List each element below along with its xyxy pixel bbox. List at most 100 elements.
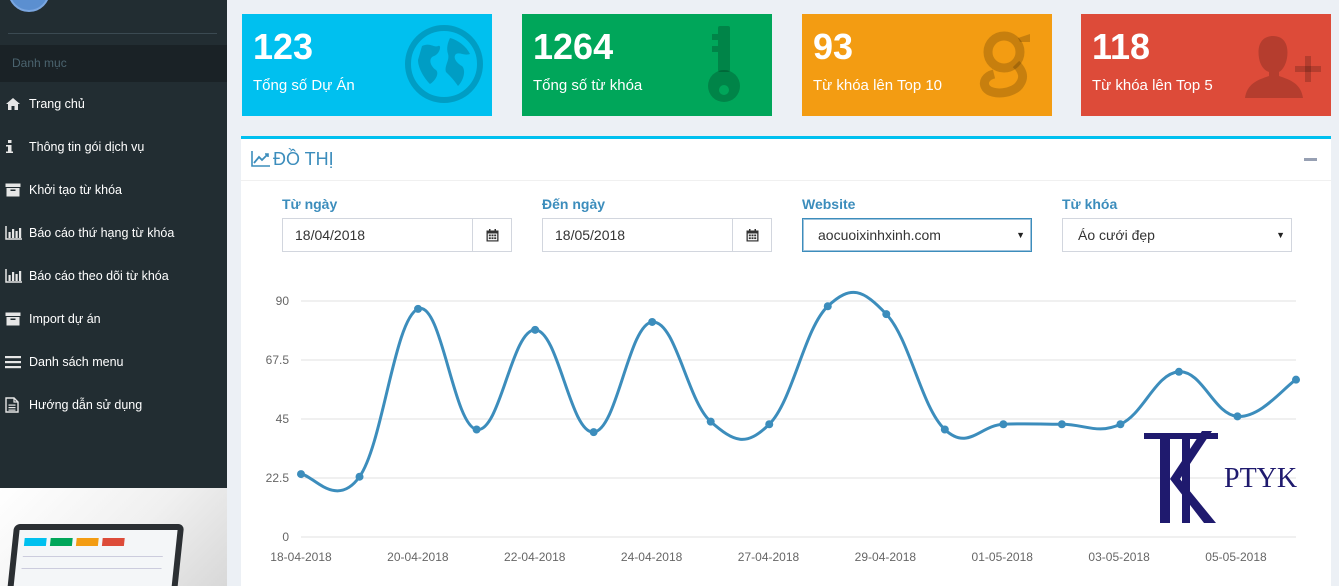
chart-box-title: ĐỒ THỊ — [273, 149, 334, 169]
sidebar-item-user-guide[interactable]: Hướng dẫn sử dụng — [0, 383, 227, 426]
sidebar-item-menu-list[interactable]: Danh sách menu — [0, 340, 227, 383]
x-tick-label: 05-05-2018 — [1205, 550, 1267, 564]
main-content: 123 Tổng số Dự Án 1264 Tổng số từ khóa 9… — [227, 0, 1339, 586]
stat-box-top10[interactable]: 93 Từ khóa lên Top 10 — [802, 14, 1052, 116]
line-chart-icon — [251, 151, 270, 167]
chart-box: ĐỒ THỊ Từ ngày 18/04/2018 Đến ngày 18/05… — [241, 136, 1331, 586]
data-point — [531, 325, 540, 334]
data-point — [765, 420, 774, 429]
data-point — [940, 425, 949, 434]
stat-value: 93 — [813, 26, 854, 67]
data-point — [1233, 412, 1242, 421]
sidebar-item-home[interactable]: Trang chủ — [0, 82, 227, 125]
calendar-icon[interactable] — [472, 219, 511, 251]
archive-icon — [5, 312, 25, 326]
data-point — [355, 472, 364, 481]
sidebar-menu: Trang chủ Thông tin gói dịch vụ Khởi tạo… — [0, 82, 227, 426]
keyword-select[interactable]: Áo cưới đẹp ▼ — [1062, 218, 1292, 252]
series-line — [300, 290, 1297, 493]
sidebar-item-label: Trang chủ — [29, 96, 85, 111]
x-tick-label: 03-05-2018 — [1088, 550, 1150, 564]
stat-value: 118 — [1092, 26, 1151, 67]
data-point — [589, 428, 598, 437]
sidebar-item-label: Hướng dẫn sử dụng — [29, 397, 143, 412]
dropdown-arrow-icon: ▼ — [1276, 230, 1285, 240]
stat-box-keywords[interactable]: 1264 Tổng số từ khóa — [522, 14, 772, 116]
globe-icon — [405, 25, 483, 103]
y-tick-label: 45 — [276, 412, 290, 426]
y-tick-label: 90 — [276, 294, 290, 308]
info-icon — [5, 139, 25, 154]
data-point — [472, 425, 481, 434]
website-label: Website — [802, 196, 856, 212]
sidebar-item-label: Danh sách menu — [29, 354, 124, 369]
stat-box-projects[interactable]: 123 Tổng số Dự Án — [242, 14, 492, 116]
x-tick-label: 22-04-2018 — [504, 550, 566, 564]
user-plus-icon — [1245, 36, 1321, 98]
sidebar-item-create-keyword[interactable]: Khởi tạo từ khóa — [0, 168, 227, 211]
archive-icon — [5, 183, 25, 197]
data-point — [706, 417, 715, 426]
sidebar-item-label: Báo cáo thứ hạng từ khóa — [29, 225, 175, 240]
website-filter: Website aocuoixinhxinh.com ▼ — [802, 192, 1032, 252]
from-date-value: 18/04/2018 — [295, 227, 366, 243]
stat-label: Từ khóa lên Top 10 — [813, 77, 943, 94]
laptop-illustration — [5, 524, 185, 586]
stat-label: Từ khóa lên Top 5 — [1092, 77, 1213, 94]
collapse-button[interactable] — [1301, 149, 1321, 169]
from-date-label: Từ ngày — [282, 196, 338, 212]
sidebar-item-service-info[interactable]: Thông tin gói dịch vụ — [0, 125, 227, 168]
home-icon — [5, 97, 25, 111]
sidebar-item-track-report[interactable]: Báo cáo theo dõi từ khóa — [0, 254, 227, 297]
promo-image — [0, 488, 227, 586]
to-date-input[interactable]: 18/05/2018 — [542, 218, 772, 252]
sidebar-item-import-project[interactable]: Import dự án — [0, 297, 227, 340]
to-date-value: 18/05/2018 — [555, 227, 626, 243]
stat-label: Tổng số từ khóa — [533, 77, 643, 94]
key-icon — [708, 26, 740, 102]
data-point — [999, 420, 1008, 429]
sidebar-item-label: Báo cáo theo dõi từ khóa — [29, 268, 169, 283]
chart-box-header: ĐỒ THỊ — [241, 139, 1331, 181]
from-date-input[interactable]: 18/04/2018 — [282, 218, 512, 252]
x-tick-label: 18-04-2018 — [270, 550, 332, 564]
file-text-icon — [5, 396, 25, 413]
x-tick-label: 27-04-2018 — [738, 550, 800, 564]
list-icon — [5, 355, 25, 369]
from-date-filter: Từ ngày 18/04/2018 — [282, 192, 512, 252]
data-point — [1292, 375, 1300, 384]
website-select[interactable]: aocuoixinhxinh.com ▼ — [802, 218, 1032, 252]
keyword-label: Từ khóa — [1062, 196, 1118, 212]
dropdown-arrow-icon: ▼ — [1016, 230, 1025, 240]
x-tick-label: 01-05-2018 — [972, 550, 1034, 564]
avatar[interactable] — [8, 0, 50, 12]
sidebar: Danh mục Trang chủ Thông tin gói dịch vụ… — [0, 0, 227, 586]
stat-value: 1264 — [533, 26, 614, 67]
data-point — [882, 310, 891, 319]
to-date-filter: Đến ngày 18/05/2018 — [542, 192, 772, 252]
ptyk-logo: PTYK — [1144, 431, 1297, 523]
x-tick-label: 20-04-2018 — [387, 550, 449, 564]
sidebar-item-label: Khởi tạo từ khóa — [29, 182, 123, 197]
calendar-icon[interactable] — [732, 219, 771, 251]
data-point — [297, 470, 305, 479]
watermark-text: PTYK — [1224, 463, 1297, 494]
stat-box-top5[interactable]: 118 Từ khóa lên Top 5 — [1081, 14, 1331, 116]
bar-chart-icon — [5, 268, 25, 283]
sidebar-item-rank-report[interactable]: Báo cáo thứ hạng từ khóa — [0, 211, 227, 254]
data-point — [823, 302, 832, 311]
ranking-line-chart: 0 22.5 45 67.5 90 18-04-2018 20-04-2018 22-04-2… — [266, 290, 1300, 564]
sidebar-item-label: Thông tin gói dịch vụ — [29, 139, 145, 154]
to-date-label: Đến ngày — [542, 196, 606, 212]
stat-label: Tổng số Dự Án — [253, 77, 355, 94]
data-point — [648, 317, 657, 326]
sidebar-item-label: Import dự án — [29, 311, 101, 326]
y-tick-label: 67.5 — [266, 353, 290, 367]
data-point — [1057, 420, 1066, 429]
keyword-select-value: Áo cưới đẹp — [1078, 227, 1155, 243]
bar-chart-icon — [5, 225, 25, 240]
x-tick-label: 29-04-2018 — [855, 550, 917, 564]
data-point — [1174, 367, 1183, 376]
x-tick-label: 24-04-2018 — [621, 550, 683, 564]
sidebar-divider — [8, 33, 217, 34]
